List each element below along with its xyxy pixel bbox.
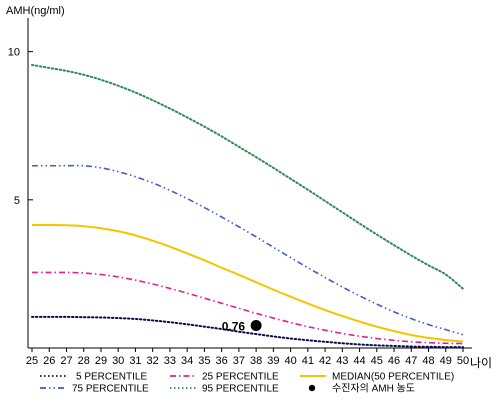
x-tick-label: 43 <box>336 355 348 367</box>
series-line-4 <box>31 164 464 336</box>
y-ticks: 5 10 <box>8 47 33 207</box>
legend-label-3: MEDIAN(50 PERCENTILE) <box>332 372 454 383</box>
x-ticks: 25 26 27 28 29 30 31 32 33 34 35 36 37 38 39 40 41 42 43 44… <box>26 348 469 367</box>
legend-label-5: 95 PERCENTILE <box>202 384 279 395</box>
x-tick-label: 31 <box>129 355 141 367</box>
y-tick-label: 5 <box>14 195 20 207</box>
axes <box>27 18 472 349</box>
y-axis-label: AMH(ng/ml) <box>6 5 65 17</box>
legend-label-1: 5 PERCENTILE <box>76 372 147 383</box>
x-tick-label: 38 <box>250 355 262 367</box>
patient-amh-value-label: 0.76 <box>222 319 246 333</box>
legend-label-4: 75 PERCENTILE <box>72 384 149 395</box>
series-line-1 <box>31 315 464 349</box>
legend-marker-swatch <box>308 384 316 392</box>
patient-amh-point <box>250 319 262 331</box>
x-tick-label: 40 <box>284 355 296 367</box>
x-axis-label: 나이 <box>470 356 492 370</box>
x-tick-label: 25 <box>26 355 38 367</box>
x-tick-label: 41 <box>302 355 314 367</box>
x-tick-label: 49 <box>440 355 452 367</box>
x-tick-label: 39 <box>267 355 279 367</box>
legend-marker-label: 수진자의 AMH 농도 <box>332 383 415 395</box>
x-tick-label: 44 <box>353 355 365 367</box>
x-tick-label: 34 <box>181 355 193 367</box>
x-tick-label: 36 <box>216 355 228 367</box>
x-tick-label: 35 <box>198 355 210 367</box>
series-line-3 <box>31 223 464 343</box>
x-tick-label: 47 <box>405 355 417 367</box>
x-tick-label: 48 <box>422 355 434 367</box>
x-tick-label: 27 <box>60 355 72 367</box>
series-line-5 <box>31 63 464 290</box>
x-tick-label: 37 <box>233 355 245 367</box>
x-tick-label: 26 <box>43 355 55 367</box>
x-tick-label: 45 <box>371 355 383 367</box>
legend-label-2: 25 PERCENTILE <box>202 372 279 383</box>
series-line-2 <box>32 271 464 345</box>
series-lines <box>31 63 464 349</box>
x-tick-label: 42 <box>319 355 331 367</box>
legend: 5 PERCENTILE 25 PERCENTILE MEDIAN(50 PERCE… <box>40 372 454 395</box>
x-tick-label: 32 <box>147 355 159 367</box>
x-tick-label: 33 <box>164 355 176 367</box>
x-tick-label: 30 <box>112 355 124 367</box>
x-tick-label: 50 <box>457 355 469 367</box>
x-tick-label: 28 <box>78 355 90 367</box>
marker-group: 0.76 <box>222 319 262 333</box>
y-tick-label: 10 <box>8 47 20 59</box>
x-tick-label: 46 <box>388 355 400 367</box>
x-tick-label: 29 <box>95 355 107 367</box>
